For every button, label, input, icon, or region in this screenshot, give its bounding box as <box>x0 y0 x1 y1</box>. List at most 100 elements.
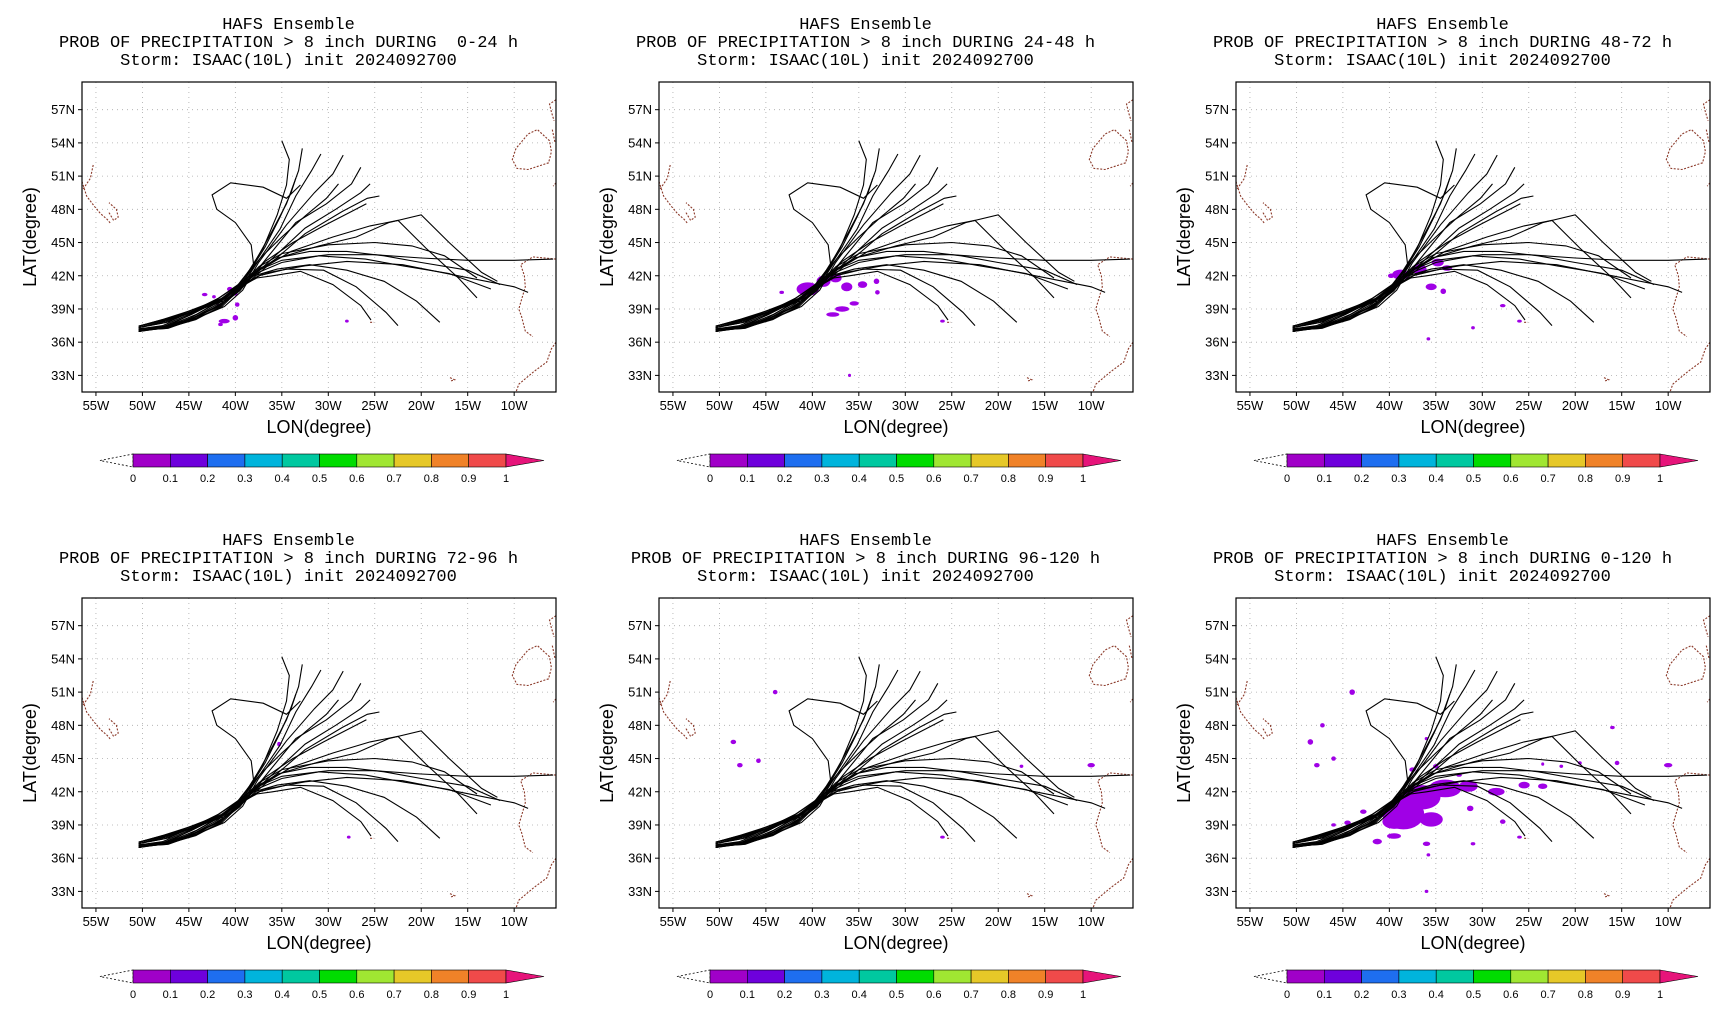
probability-shading <box>1541 762 1545 766</box>
coastline <box>1125 99 1133 121</box>
lat-tick-label: 54N <box>51 135 75 150</box>
lon-tick-label: 25W <box>938 398 965 413</box>
lat-tick-label: 45N <box>628 235 652 250</box>
colorbar-label: 1 <box>1080 473 1086 485</box>
ensemble-track <box>715 153 899 327</box>
ensemble-track <box>138 670 344 849</box>
coastline <box>1026 893 1034 898</box>
colorbar-label: 0.9 <box>1615 473 1630 485</box>
coastline <box>1702 99 1710 121</box>
ensemble-track <box>1292 735 1632 847</box>
lat-tick-label: 36N <box>51 851 75 866</box>
probability-shading <box>1344 820 1351 825</box>
colorbar-segment <box>1045 969 1084 984</box>
probability-shading <box>849 301 859 306</box>
colorbar-label: 0.2 <box>1354 989 1369 1001</box>
lon-tick-label: 45W <box>176 914 203 929</box>
grid-lines <box>82 82 556 392</box>
ensemble-track <box>715 699 948 846</box>
colorbar-label: 0.6 <box>926 473 941 485</box>
colorbar-over-triangle <box>1082 969 1122 984</box>
colorbar-under-triangle <box>1253 969 1288 984</box>
colorbar-label: 0.2 <box>200 989 215 1001</box>
lat-tick-label: 54N <box>51 651 75 666</box>
map-panel: HAFS Ensemble PROB OF PRECIPITATION > 8 i… <box>1154 0 1731 516</box>
lon-tick-label: 35W <box>845 398 872 413</box>
coastline <box>1262 718 1273 738</box>
lon-tick-label: 10W <box>1078 914 1105 929</box>
panel-title-line-3: Storm: ISAAC(10L) init 2024092700 <box>697 568 1034 587</box>
colorbar-segment <box>1361 453 1400 468</box>
colorbar-segment <box>207 453 246 468</box>
lon-tick-label: 20W <box>408 914 435 929</box>
probability-shading <box>857 281 868 288</box>
probability-shading <box>835 306 850 312</box>
colorbar-label: 0.1 <box>740 473 755 485</box>
ensemble-track <box>1292 183 1525 330</box>
lon-tick-label: 45W <box>1330 914 1357 929</box>
map-frame <box>81 81 557 393</box>
map-svg: 55W 50W 45W 40W 35W 30W 25W 20W 15W 10W 57N 54N 51N 4… <box>1174 597 1711 1001</box>
colorbar-segment <box>1435 969 1474 984</box>
ensemble-track <box>138 183 339 327</box>
colorbar-segment <box>281 453 320 468</box>
ensemble-track <box>1292 203 1521 333</box>
colorbar-over-triangle <box>505 453 545 468</box>
coastline <box>511 128 552 171</box>
lat-tick-label: 36N <box>1205 335 1229 350</box>
ensemble-track <box>1292 270 1526 330</box>
coastline <box>685 718 696 738</box>
panel-title-line-3: Storm: ISAAC(10L) init 2024092700 <box>1274 568 1611 587</box>
lat-tick-label: 33N <box>1205 884 1229 899</box>
colorbar-label: 0.5 <box>312 989 327 1001</box>
lon-tick-label: 25W <box>361 914 388 929</box>
colorbar-label: 0.1 <box>740 989 755 1001</box>
probability-shading <box>772 689 778 695</box>
colorbar-under-triangle <box>99 453 134 468</box>
panel-title-line-2: PROB OF PRECIPITATION > 8 inch DURING 96… <box>630 550 1101 569</box>
lon-tick-label: 20W <box>1562 398 1589 413</box>
colorbar-segment <box>431 453 469 468</box>
lon-tick-label: 30W <box>315 398 342 413</box>
lat-tick-label: 51N <box>51 169 75 184</box>
lon-tick-label: 15W <box>1608 914 1635 929</box>
lat-tick-label: 48N <box>1205 718 1229 733</box>
lat-tick-label: 51N <box>628 169 652 184</box>
lon-tick-label: 50W <box>129 914 156 929</box>
coastline <box>685 202 696 222</box>
colorbar-segment <box>747 969 785 984</box>
colorbar-label: 1 <box>503 989 509 1001</box>
coastline <box>82 181 112 225</box>
colorbar-segment <box>709 969 748 984</box>
panel-title-line-2: PROB OF PRECIPITATION > 8 inch DURING 72… <box>58 550 519 569</box>
lat-tick-label: 36N <box>628 851 652 866</box>
colorbar-label: 0.6 <box>349 473 364 485</box>
colorbar-segment <box>933 969 972 984</box>
probability-shading <box>234 302 240 307</box>
map-svg: 55W 50W 45W 40W 35W 30W 25W 20W 15W 10W 57N 54N 51N 4… <box>597 81 1134 485</box>
panel-title-line-1: HAFS Ensemble <box>799 532 932 551</box>
lat-tick-label: 57N <box>628 102 652 117</box>
colorbar-over-triangle <box>1659 969 1699 984</box>
coastline <box>1665 644 1706 687</box>
coastline <box>1128 129 1133 144</box>
probability-shading <box>1470 842 1476 846</box>
coastline <box>1128 645 1133 660</box>
probability-shading <box>1499 303 1506 308</box>
lon-tick-label: 35W <box>1422 914 1449 929</box>
colorbar-segment <box>393 453 432 468</box>
colorbar-label: 0.8 <box>1578 473 1593 485</box>
coastline <box>1095 772 1133 854</box>
lat-tick-label: 42N <box>1205 784 1229 799</box>
colorbar-label: 0 <box>1284 989 1290 1001</box>
coastline <box>1236 164 1248 190</box>
colorbar-segment <box>1547 969 1586 984</box>
ensemble-track <box>138 203 367 333</box>
colorbar-label: 0 <box>707 473 713 485</box>
lon-tick-label: 55W <box>83 914 110 929</box>
panel-title-line-2: PROB OF PRECIPITATION > 8 inch DURING 48… <box>1212 34 1673 53</box>
y-axis-label: LAT(degree) <box>1174 187 1194 287</box>
colorbar-segment <box>747 453 785 468</box>
panel-title-line-3: Storm: ISAAC(10L) init 2024092700 <box>120 52 457 71</box>
probability-shading <box>1425 283 1437 291</box>
